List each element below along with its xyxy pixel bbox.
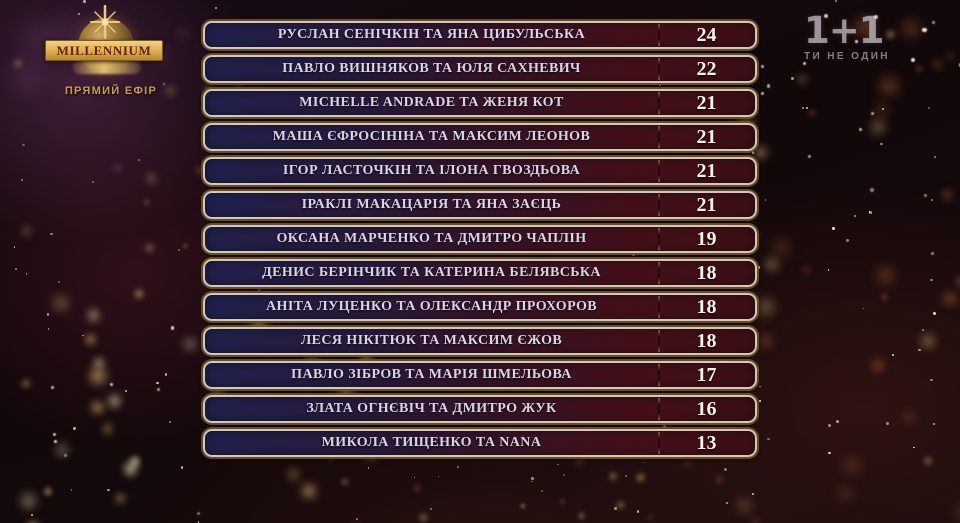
score-row: РУСЛАН СЕНІЧКІН ТА ЯНА ЦИБУЛЬСЬКА 24	[203, 21, 757, 49]
couple-name: ЗЛАТА ОГНЄВІЧ ТА ДМИТРО ЖУК	[306, 401, 557, 416]
couple-name: МАША ЄФРОСІНІНА ТА МАКСИМ ЛЕОНОВ	[272, 129, 591, 144]
score-row: ОКСАНА МАРЧЕНКО ТА ДМИТРО ЧАПЛІН 19	[203, 225, 757, 253]
couple-name: MICHELLE ANDRADE ТА ЖЕНЯ КОТ	[299, 95, 564, 110]
couple-name: ЛЕСЯ НІКІТЮК ТА МАКСИМ ЄЖОВ	[300, 333, 563, 348]
millennium-logo: MILLENNIUM ПРЯМИЙ ЕФІР	[27, 5, 195, 112]
score-value: 21	[658, 125, 755, 149]
score-value: 21	[658, 91, 755, 115]
couple-name: ІРАКЛІ МАКАЦАРІЯ ТА ЯНА ЗАЄЦЬ	[301, 197, 562, 212]
logo-ornament	[73, 61, 141, 74]
score-row: MICHELLE ANDRADE ТА ЖЕНЯ КОТ 21	[203, 89, 757, 117]
score-value: 16	[658, 397, 755, 421]
live-status-label: ПРЯМИЙ ЕФІР	[64, 85, 158, 97]
score-row: ЛЕСЯ НІКІТЮК ТА МАКСИМ ЄЖОВ 18	[203, 327, 757, 355]
couple-name: ПАВЛО ЗІБРОВ ТА МАРІЯ ШМЕЛЬОВА	[291, 367, 572, 382]
score-value: 21	[658, 159, 755, 183]
couple-name: ОКСАНА МАРЧЕНКО ТА ДМИТРО ЧАПЛІН	[276, 231, 587, 246]
score-value: 18	[658, 261, 755, 285]
couple-name: ДЕНИС БЕРІНЧИК ТА КАТЕРИНА БЕЛЯВСЬКА	[262, 265, 601, 280]
score-value: 21	[658, 193, 755, 217]
channel-tagline: ТИ НЕ ОДИН	[804, 51, 890, 62]
channel-logo: 1+1 ТИ НЕ ОДИН	[804, 12, 890, 62]
couple-name: ІГОР ЛАСТОЧКІН ТА ІЛОНА ГВОЗДЬОВА	[282, 163, 581, 178]
score-row: ПАВЛО ЗІБРОВ ТА МАРІЯ ШМЕЛЬОВА 17	[203, 361, 757, 389]
score-row: АНІТА ЛУЦЕНКО ТА ОЛЕКСАНДР ПРОХОРОВ 18	[203, 293, 757, 321]
score-value: 17	[658, 363, 755, 387]
score-row: ІГОР ЛАСТОЧКІН ТА ІЛОНА ГВОЗДЬОВА 21	[203, 157, 757, 185]
couple-name: АНІТА ЛУЦЕНКО ТА ОЛЕКСАНДР ПРОХОРОВ	[266, 299, 597, 314]
couple-name: РУСЛАН СЕНІЧКІН ТА ЯНА ЦИБУЛЬСЬКА	[277, 27, 586, 42]
score-row: ПАВЛО ВИШНЯКОВ ТА ЮЛЯ САХНЕВИЧ 22	[203, 55, 757, 83]
score-value: 13	[658, 431, 755, 455]
score-row: МИКОЛА ТИЩЕНКО ТА NANA 13	[203, 429, 757, 457]
score-value: 18	[658, 329, 755, 353]
score-row: ДЕНИС БЕРІНЧИК ТА КАТЕРИНА БЕЛЯВСЬКА 18	[203, 259, 757, 287]
score-value: 18	[658, 295, 755, 319]
couple-name: ПАВЛО ВИШНЯКОВ ТА ЮЛЯ САХНЕВИЧ	[282, 61, 581, 76]
scoreboard: РУСЛАН СЕНІЧКІН ТА ЯНА ЦИБУЛЬСЬКА 24 ПАВ…	[203, 21, 757, 457]
score-value: 24	[658, 23, 755, 47]
score-row: МАША ЄФРОСІНІНА ТА МАКСИМ ЛЕОНОВ 21	[203, 123, 757, 151]
score-value: 19	[658, 227, 755, 251]
score-value: 22	[658, 57, 755, 81]
star-icon	[90, 5, 120, 39]
couple-name: МИКОЛА ТИЩЕНКО ТА NANA	[321, 435, 542, 450]
score-row: ЗЛАТА ОГНЄВІЧ ТА ДМИТРО ЖУК 16	[203, 395, 757, 423]
channel-logo-text: 1+1	[804, 9, 884, 52]
millennium-banner: MILLENNIUM	[45, 40, 163, 61]
studio-name: MILLENNIUM	[56, 43, 152, 58]
score-row: ІРАКЛІ МАКАЦАРІЯ ТА ЯНА ЗАЄЦЬ 21	[203, 191, 757, 219]
